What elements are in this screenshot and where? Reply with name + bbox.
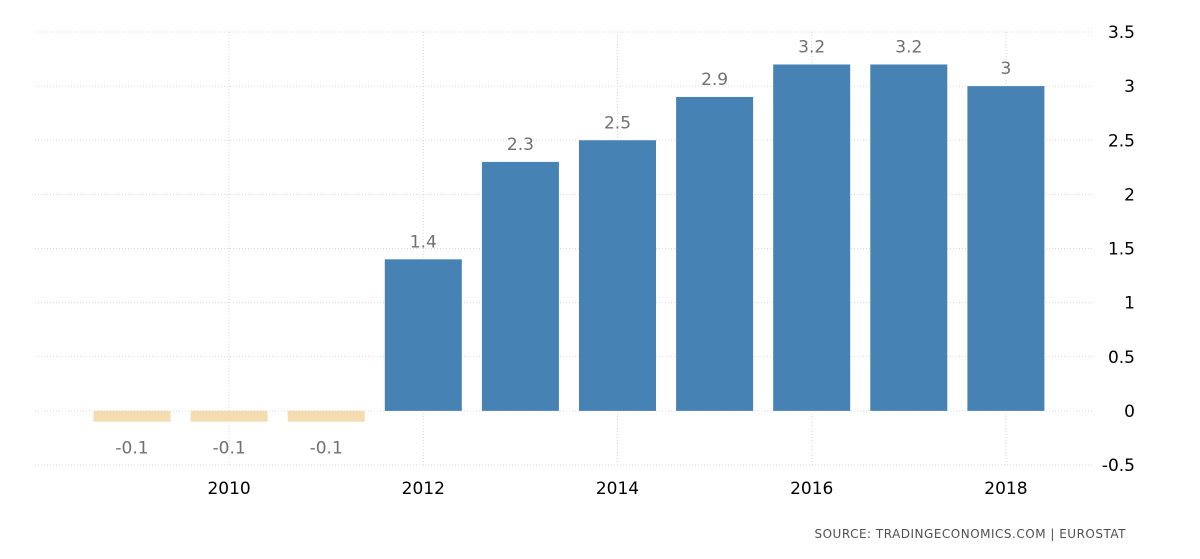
bar-2012: [384, 259, 462, 411]
bar-2016: [773, 64, 851, 411]
y-tick-label: 0: [1124, 402, 1135, 422]
x-tick-label: 2012: [402, 479, 445, 499]
data-label: -0.1: [115, 439, 148, 459]
data-label: 2.3: [507, 135, 534, 155]
data-label: -0.1: [310, 439, 343, 459]
y-tick-label: 1: [1124, 294, 1135, 314]
data-label: 1.4: [410, 232, 437, 252]
y-tick-label: 3: [1124, 77, 1135, 97]
y-tick-label: 0.5: [1108, 348, 1135, 368]
bar-2018: [967, 86, 1045, 411]
bar-2009: [93, 410, 171, 422]
bar-2013: [481, 161, 559, 411]
y-tick-label: 1.5: [1108, 240, 1135, 260]
data-label: 3.2: [895, 37, 922, 57]
data-label: -0.1: [213, 439, 246, 459]
x-tick-label: 2014: [596, 479, 639, 499]
y-tick-label: 3.5: [1108, 23, 1135, 43]
data-label: 2.9: [701, 70, 728, 90]
bar-2011: [287, 410, 365, 422]
data-label: 3.2: [798, 37, 825, 57]
y-tick-label: -0.5: [1102, 456, 1135, 476]
x-axis-ticks: 2010 2012 2014 2016 2018: [207, 479, 1027, 499]
bar-2017: [870, 64, 948, 411]
source-note: SOURCE: TRADINGECONOMICS.COM | EUROSTAT: [814, 527, 1126, 541]
x-tick-label: 2010: [207, 479, 250, 499]
bar-2010: [190, 410, 268, 422]
bars: [93, 64, 1045, 422]
y-tick-label: 2: [1124, 185, 1135, 205]
x-tick-label: 2016: [790, 479, 833, 499]
bar-2014: [579, 140, 656, 411]
y-tick-label: 2.5: [1108, 131, 1135, 151]
y-axis-ticks: -0.5 0 0.5 1 1.5 2 2.5 3 3.5: [1102, 23, 1135, 476]
data-labels: -0.1 -0.1 -0.1 1.4 2.3 2.5 2.9 3.2 3.2 3: [115, 37, 1011, 458]
data-label: 2.5: [604, 113, 631, 133]
x-tick-label: 2018: [984, 479, 1027, 499]
data-label: 3: [1000, 59, 1011, 79]
bar-2015: [676, 96, 754, 411]
